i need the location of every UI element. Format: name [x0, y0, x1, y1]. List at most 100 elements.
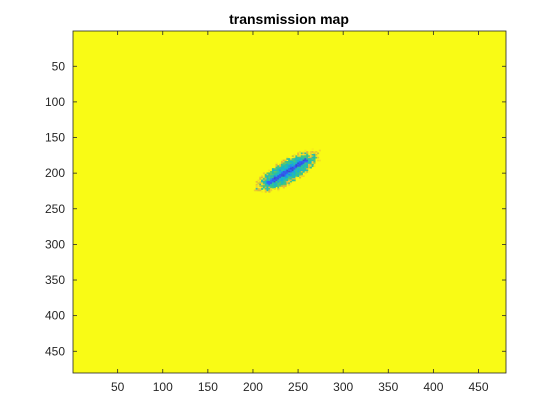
heatmap-cell — [289, 159, 293, 162]
heatmap-cell — [288, 176, 291, 179]
heatmap-cell — [309, 159, 312, 162]
heatmap-cell — [264, 185, 267, 187]
heatmap-cell — [295, 165, 298, 168]
heatmap-cell — [298, 159, 302, 162]
heatmap-cell — [306, 166, 309, 169]
heatmap-cell — [282, 166, 285, 169]
heatmap-cell — [300, 172, 303, 175]
heatmap-cell — [257, 188, 260, 190]
heatmap-cell — [302, 166, 305, 169]
heatmap-cell — [280, 163, 284, 166]
heatmap-cell — [268, 189, 271, 192]
heatmap-cell — [297, 163, 300, 166]
heatmap-cell — [262, 182, 265, 185]
heatmap-cell — [288, 172, 291, 175]
heatmap-cell — [279, 169, 282, 172]
heatmap-cell — [304, 156, 307, 159]
heatmap-cell — [271, 186, 275, 189]
heatmap-cell — [304, 159, 307, 162]
heatmap-cell — [295, 168, 298, 170]
heatmap-cell — [282, 180, 285, 183]
heatmap-cell — [286, 179, 289, 182]
heatmap-cell — [277, 183, 280, 186]
heatmap-cell — [286, 171, 289, 173]
heatmap-cell — [284, 179, 287, 182]
heatmap-cell — [302, 153, 305, 156]
heatmap-cell — [306, 152, 309, 155]
heatmap-cell — [264, 173, 267, 176]
heatmap-cell — [288, 161, 291, 163]
heatmap-cell — [297, 168, 300, 170]
heatmap-cell — [282, 161, 285, 163]
heatmap-cell — [268, 183, 271, 186]
heatmap-cell — [282, 169, 285, 172]
heatmap-cell — [264, 175, 267, 178]
heatmap-cell — [271, 171, 275, 173]
heatmap-cell — [280, 175, 284, 178]
y-tick-label: 100 — [45, 95, 65, 109]
heatmap-cell — [266, 180, 269, 183]
heatmap-cell — [270, 180, 273, 183]
heatmap-cell — [288, 162, 291, 165]
heatmap-cell — [307, 171, 311, 173]
heatmap-cell — [288, 163, 291, 166]
heatmap-cell — [295, 163, 298, 166]
x-tick-label: 150 — [198, 380, 218, 394]
heatmap-cell — [300, 165, 303, 168]
heatmap-cell — [302, 152, 305, 155]
heatmap-cell — [264, 182, 267, 185]
heatmap-cell — [280, 179, 284, 182]
heatmap-cell — [259, 180, 262, 183]
heatmap-cell — [264, 178, 267, 180]
x-tick-label: 100 — [153, 380, 173, 394]
heatmap-cell — [266, 189, 269, 192]
heatmap-cell — [313, 152, 316, 155]
heatmap-cell — [284, 182, 287, 185]
heatmap-cell — [288, 179, 291, 182]
heatmap-cell — [286, 165, 289, 168]
heatmap-cell — [300, 161, 303, 163]
heatmap-cell — [291, 161, 294, 163]
heatmap-cell — [297, 152, 300, 155]
heatmap-cell — [309, 153, 312, 156]
heatmap-cell — [293, 162, 296, 165]
heatmap-cell — [288, 180, 291, 183]
heatmap-cell — [277, 176, 280, 179]
heatmap-cell — [288, 175, 291, 178]
heatmap-cell — [289, 172, 293, 175]
heatmap-cell — [289, 163, 293, 166]
heatmap-cell — [262, 180, 265, 183]
heatmap-cell — [255, 189, 258, 192]
heatmap-cell — [313, 165, 316, 168]
heatmap-cell — [279, 186, 282, 189]
heatmap-cell — [293, 158, 296, 160]
heatmap-cell — [279, 182, 282, 185]
heatmap-cell — [293, 179, 296, 182]
heatmap-cell — [268, 179, 271, 182]
heatmap-cell — [313, 151, 316, 153]
heatmap-cell — [311, 162, 314, 165]
heatmap-cell — [264, 189, 267, 192]
heatmap-cell — [280, 162, 284, 165]
heatmap-cell — [306, 171, 309, 173]
heatmap-cell — [270, 188, 273, 190]
heatmap-cell — [280, 180, 284, 183]
heatmap-cell — [277, 185, 280, 187]
heatmap-cell — [271, 168, 275, 170]
heatmap-cell — [302, 156, 305, 159]
heatmap-cell — [273, 182, 276, 185]
heatmap-cell — [266, 183, 269, 186]
heatmap-cell — [266, 182, 269, 185]
heatmap-cell — [291, 179, 294, 182]
heatmap-cell — [307, 163, 311, 166]
heatmap-cell — [302, 163, 305, 166]
heatmap-cell — [289, 182, 293, 185]
heatmap-cell — [288, 168, 291, 170]
heatmap-cell — [297, 173, 300, 176]
heatmap-cell — [280, 166, 284, 169]
heatmap-cell — [297, 162, 300, 165]
heatmap-cell — [279, 185, 282, 187]
y-axis: 50 100 150 200 250 300 350 400 450 — [45, 59, 506, 358]
heatmap-cell — [268, 173, 271, 176]
heatmap-cell — [268, 176, 271, 179]
